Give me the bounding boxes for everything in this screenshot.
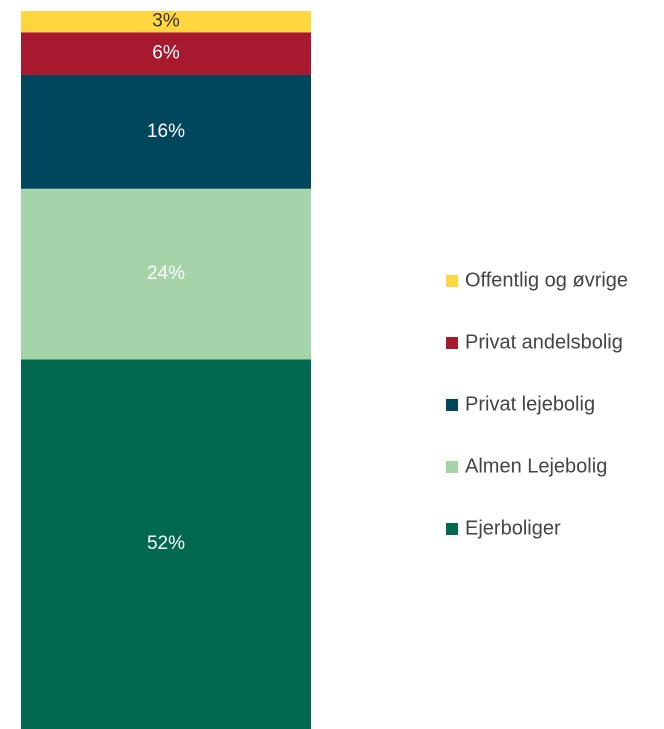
legend-swatch: [446, 399, 458, 411]
legend-swatch: [446, 523, 458, 535]
legend-label: Privat andelsbolig: [465, 331, 623, 353]
legend-swatch: [446, 337, 458, 349]
legend-swatch: [446, 275, 458, 287]
value-label: 52%: [147, 533, 185, 554]
value-label: 6%: [152, 43, 180, 64]
value-label: 16%: [147, 121, 185, 142]
legend-label: Almen Lejebolig: [465, 455, 607, 477]
legend-label: Privat lejebolig: [465, 393, 595, 415]
legend-label: Ejerboliger: [465, 517, 561, 539]
legend-label: Offentlig og øvrige: [465, 269, 628, 291]
bar-segment: [21, 74, 311, 189]
bar-segment: [21, 32, 311, 75]
legend-swatch: [446, 461, 458, 473]
bar-segment: [21, 11, 311, 33]
value-label: 24%: [147, 263, 185, 284]
bar-segment: [21, 188, 311, 360]
value-label: 3%: [152, 11, 180, 32]
bar-segment: [21, 359, 311, 729]
